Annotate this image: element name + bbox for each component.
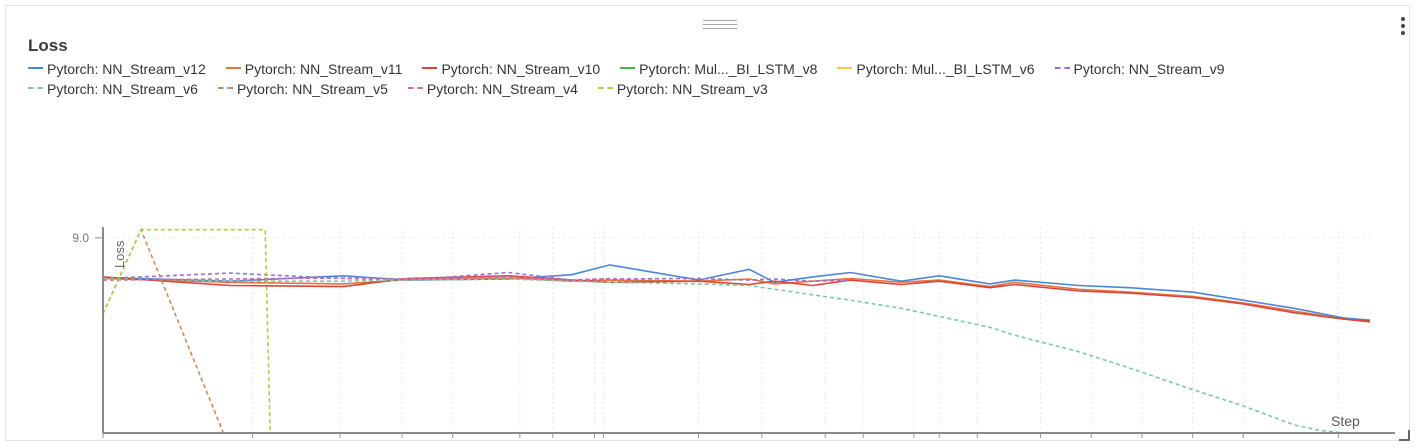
legend-swatch bbox=[28, 87, 43, 90]
legend: Pytorch: NN_Stream_v12 Pytorch: NN_Stream… bbox=[28, 61, 1398, 101]
series-line bbox=[103, 277, 1345, 433]
legend-swatch bbox=[225, 67, 241, 70]
legend-swatch bbox=[597, 87, 613, 90]
legend-label: Pytorch: NN_Stream_v12 bbox=[47, 61, 206, 77]
legend-label: Pytorch: NN_Stream_v4 bbox=[426, 81, 578, 97]
legend-label: Pytorch: NN_Stream_v3 bbox=[616, 81, 768, 97]
legend-label: Pytorch: NN_Stream_v6 bbox=[47, 81, 198, 97]
legend-label: Pytorch: Mul..._BI_LSTM_v6 bbox=[856, 61, 1035, 77]
legend-swatch bbox=[28, 67, 43, 70]
legend-item[interactable]: Pytorch: Mul..._BI_LSTM_v6 bbox=[837, 61, 1035, 77]
legend-row: Pytorch: NN_Stream_v12 Pytorch: NN_Stream… bbox=[28, 61, 1398, 81]
legend-item[interactable]: Pytorch: NN_Stream_v12 bbox=[28, 61, 206, 77]
legend-item[interactable]: Pytorch: NN_Stream_v3 bbox=[597, 81, 768, 97]
legend-swatch bbox=[1054, 67, 1070, 70]
legend-item[interactable]: Pytorch: NN_Stream_v4 bbox=[407, 81, 578, 97]
series-line bbox=[103, 228, 271, 433]
panel-menu-icon[interactable] bbox=[1396, 15, 1410, 41]
y-tick-label: 9.0 bbox=[72, 231, 89, 245]
series-line bbox=[103, 264, 1370, 321]
legend-item[interactable]: Pytorch: NN_Stream_v10 bbox=[422, 61, 600, 77]
legend-label: Pytorch: NN_Stream_v9 bbox=[1073, 61, 1225, 77]
y-axis-label: Loss bbox=[112, 240, 127, 268]
legend-swatch bbox=[422, 67, 438, 70]
legend-item[interactable]: Pytorch: NN_Stream_v11 bbox=[225, 61, 403, 77]
drag-handle[interactable] bbox=[703, 20, 737, 32]
legend-item[interactable]: Pytorch: NN_Stream_v6 bbox=[28, 81, 198, 97]
legend-swatch bbox=[217, 87, 233, 90]
legend-item[interactable]: Pytorch: NN_Stream_v5 bbox=[217, 81, 388, 97]
legend-item[interactable]: Pytorch: Mul..._BI_LSTM_v8 bbox=[620, 61, 817, 77]
chart-panel bbox=[5, 5, 1410, 441]
legend-label: Pytorch: NN_Stream_v5 bbox=[236, 81, 388, 97]
series-line bbox=[103, 274, 1370, 323]
legend-swatch bbox=[620, 67, 636, 70]
resize-handle-icon[interactable] bbox=[1399, 430, 1410, 441]
legend-swatch bbox=[837, 67, 853, 70]
series-line bbox=[103, 277, 1370, 323]
legend-label: Pytorch: NN_Stream_v10 bbox=[441, 61, 601, 77]
legend-row: Pytorch: NN_Stream_v6 Pytorch: NN_Stream_… bbox=[28, 81, 1398, 101]
chart-title: Loss bbox=[28, 36, 68, 55]
legend-label: Pytorch: Mul..._BI_LSTM_v8 bbox=[639, 61, 818, 77]
legend-item[interactable]: Pytorch: NN_Stream_v9 bbox=[1054, 61, 1225, 77]
x-axis-label: Step bbox=[1331, 413, 1360, 429]
legend-swatch bbox=[407, 87, 423, 90]
legend-label: Pytorch: NN_Stream_v11 bbox=[244, 61, 403, 77]
